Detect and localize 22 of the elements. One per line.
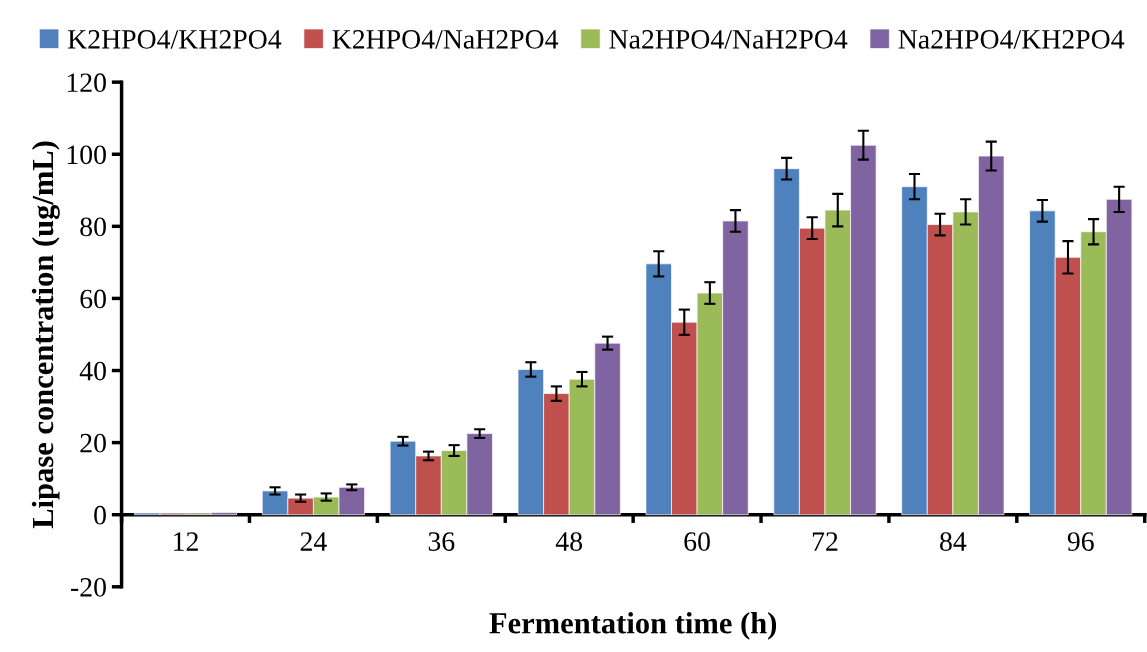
legend-label: K2HPO4/KH2PO4 <box>67 30 282 49</box>
x-tick-label: 72 <box>812 532 838 551</box>
x-tick-label: 24 <box>300 532 327 551</box>
legend-label: Na2HPO4/KH2PO4 <box>898 30 1125 49</box>
y-tick-label: 80 <box>80 217 106 237</box>
y-tick-label: 120 <box>67 73 106 93</box>
y-tick-label: 60 <box>80 289 106 309</box>
y-tick-label: 20 <box>80 433 106 453</box>
x-axis-title: Fermentation time (h) <box>489 612 777 640</box>
legend-label: Na2HPO4/NaH2PO4 <box>609 30 848 49</box>
x-tick-label: 84 <box>940 532 967 551</box>
y-tick-label: 40 <box>79 361 106 381</box>
x-tick-label: 96 <box>1067 532 1094 551</box>
legend-label: K2HPO4/NaH2PO4 <box>332 30 559 49</box>
y-tick-label: 100 <box>67 145 106 165</box>
x-tick-label: 48 <box>555 532 583 551</box>
x-tick-label: 60 <box>684 532 710 551</box>
y-axis-title: Lipase concentration (ug/mL) <box>31 141 60 529</box>
y-tick-label: 0 <box>94 505 106 525</box>
x-tick-label: 12 <box>174 532 198 551</box>
y-tick-label: -20 <box>71 577 106 597</box>
x-tick-label: 36 <box>428 532 455 551</box>
